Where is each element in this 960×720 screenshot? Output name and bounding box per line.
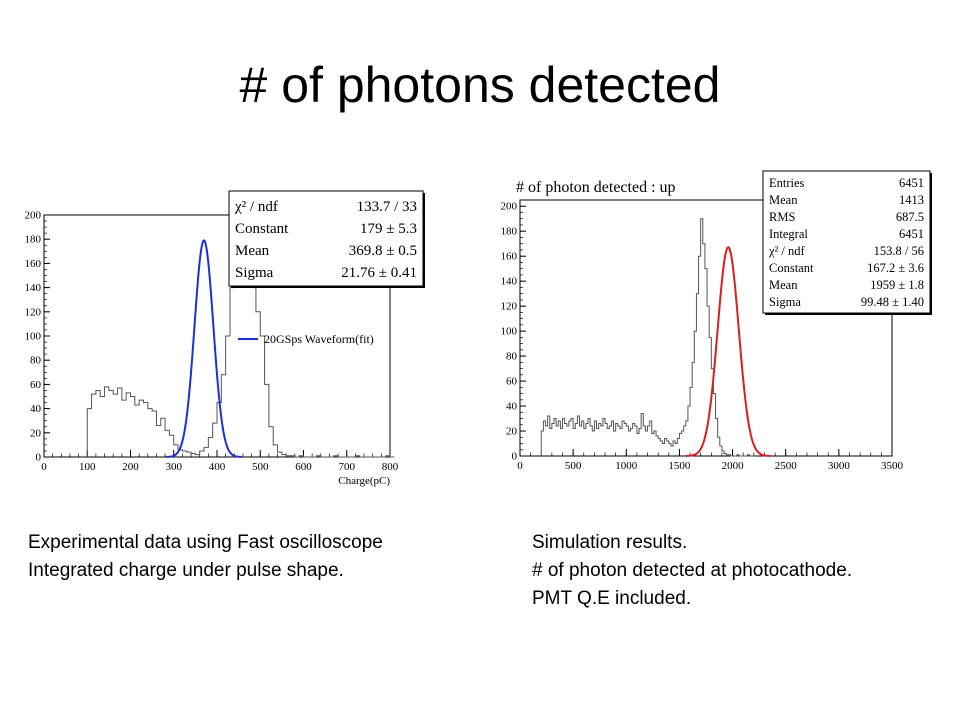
- stats-label: RMS: [769, 210, 795, 224]
- caption-left: Experimental data using Fast oscilloscop…: [28, 529, 383, 585]
- y-tick-label: 180: [25, 234, 42, 246]
- stats-label: Integral: [769, 227, 808, 241]
- stats-value: 1959 ± 1.8: [870, 278, 924, 292]
- y-tick-label: 100: [25, 331, 42, 343]
- chart-title: # of photon detected : up: [516, 179, 676, 196]
- x-tick-label: 3500: [881, 460, 904, 472]
- stats-value: 99.48 ± 1.40: [861, 295, 924, 309]
- stats-label: χ² / ndf: [768, 244, 806, 258]
- x-tick-label: 2500: [775, 460, 798, 472]
- x-tick-label: 100: [79, 461, 96, 473]
- x-axis-label: Charge(pC): [338, 475, 390, 487]
- x-tick-label: 800: [382, 461, 399, 473]
- y-tick-label: 0: [512, 451, 518, 463]
- stats-value: 167.2 ± 3.6: [867, 261, 924, 275]
- y-tick-label: 120: [25, 306, 42, 318]
- histogram-line: [540, 218, 754, 457]
- y-tick-label: 140: [501, 276, 518, 288]
- stats-value: 21.76 ± 0.41: [341, 265, 417, 281]
- caption-left-line: Integrated charge under pulse shape.: [28, 560, 344, 581]
- left-histogram-chart: 0 20 40 60 80 100 120 140 160 180 200 0 100 200 300 400…: [25, 190, 425, 487]
- y-tick-label: 160: [501, 251, 518, 263]
- histogram-line: [86, 216, 395, 458]
- caption-right-line: # of photon detected at photocathode.: [532, 560, 853, 581]
- x-tick-label: 3000: [828, 460, 851, 472]
- x-tick-label: 500: [252, 461, 269, 473]
- stats-value: 153.8 / 56: [874, 244, 924, 258]
- stats-box: [762, 170, 931, 314]
- stats-value: 1413: [899, 193, 924, 207]
- stats-value: 133.7 / 33: [357, 199, 417, 215]
- legend-label: 20GSps Waveform(fit): [264, 332, 374, 346]
- x-tick-label: 1000: [615, 460, 638, 472]
- stats-value: 179 ± 5.3: [360, 221, 417, 237]
- stats-box: [228, 190, 424, 287]
- x-tick-label: 400: [209, 461, 226, 473]
- stats-value: 6451: [899, 176, 924, 190]
- y-tick-label: 40: [30, 403, 42, 415]
- caption-right: Simulation results. # of photon detected…: [532, 529, 852, 613]
- stats-label: Constant: [235, 221, 289, 237]
- stats-label: Mean: [769, 278, 798, 292]
- y-tick-label: 80: [506, 351, 518, 363]
- y-tick-label: 200: [25, 210, 42, 222]
- x-tick-label: 200: [122, 461, 139, 473]
- x-tick-label: 2000: [722, 460, 745, 472]
- caption-left-line: Experimental data using Fast oscilloscop…: [28, 532, 383, 553]
- y-tick-label: 80: [30, 355, 42, 367]
- y-tick-label: 0: [36, 452, 42, 464]
- caption-right-line: PMT Q.E included.: [532, 588, 692, 609]
- x-tick-label: 0: [517, 460, 523, 472]
- x-tick-label: 1500: [668, 460, 691, 472]
- y-tick-label: 200: [501, 201, 518, 213]
- y-tick-label: 40: [506, 401, 518, 413]
- y-tick-label: 60: [30, 379, 42, 391]
- stats-label: Mean: [235, 243, 270, 259]
- x-tick-label: 500: [565, 460, 582, 472]
- stats-label: Mean: [769, 193, 798, 207]
- y-tick-label: 60: [506, 376, 518, 388]
- stats-label: χ² / ndf: [234, 199, 278, 215]
- gaussian-fit-line: [166, 239, 242, 458]
- x-tick-label: 300: [166, 461, 183, 473]
- stats-label: Sigma: [769, 295, 801, 309]
- stats-value: 687.5: [896, 210, 924, 224]
- x-tick-label: 0: [41, 461, 47, 473]
- caption-right-line: Simulation results.: [532, 532, 688, 553]
- y-tick-label: 140: [25, 282, 42, 294]
- y-tick-label: 120: [501, 301, 518, 313]
- stats-value: 6451: [899, 227, 924, 241]
- y-tick-label: 20: [30, 427, 42, 439]
- y-tick-label: 100: [501, 326, 518, 338]
- y-tick-label: 20: [506, 426, 518, 438]
- stats-label: Constant: [769, 261, 814, 275]
- gaussian-fit-line: [685, 245, 771, 457]
- stats-label: Entries: [769, 176, 805, 190]
- x-tick-label: 700: [339, 461, 356, 473]
- stats-value: 369.8 ± 0.5: [349, 243, 417, 259]
- y-tick-label: 160: [25, 258, 42, 270]
- slide-title: # of photons detected: [239, 57, 721, 113]
- y-tick-label: 180: [501, 226, 518, 238]
- x-tick-label: 600: [295, 461, 312, 473]
- stats-label: Sigma: [235, 265, 274, 281]
